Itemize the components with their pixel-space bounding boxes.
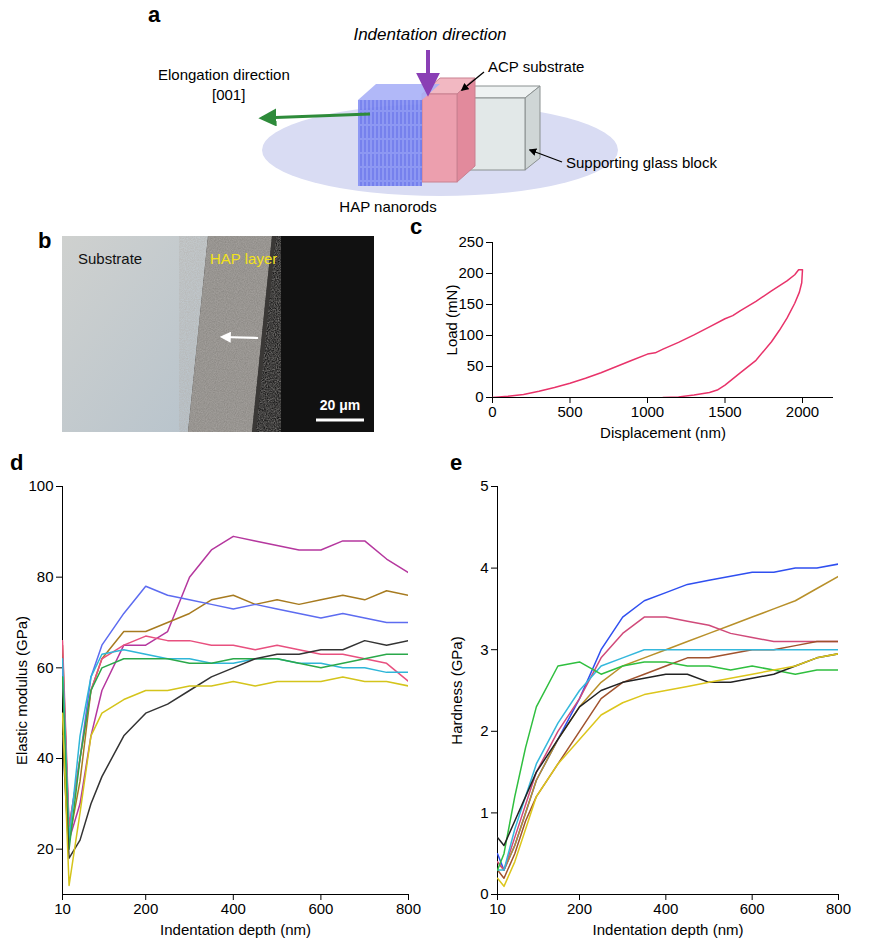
svg-text:Elastic modulus (GPa): Elastic modulus (GPa) bbox=[13, 616, 30, 765]
svg-text:200: 200 bbox=[458, 264, 483, 281]
svg-text:Hardness (GPa): Hardness (GPa) bbox=[448, 636, 465, 744]
svg-text:1000: 1000 bbox=[631, 403, 664, 420]
svg-text:200: 200 bbox=[567, 900, 592, 917]
svg-text:Supporting glass block: Supporting glass block bbox=[566, 154, 717, 171]
svg-text:20 μm: 20 μm bbox=[320, 397, 360, 413]
svg-text:4: 4 bbox=[480, 559, 488, 576]
svg-text:600: 600 bbox=[308, 900, 333, 917]
html-text:a: a bbox=[148, 2, 161, 27]
svg-text:Indentation depth (nm): Indentation depth (nm) bbox=[160, 921, 311, 938]
svg-text:Substrate: Substrate bbox=[78, 250, 142, 267]
html-text:d: d bbox=[10, 450, 24, 475]
svg-text:250: 250 bbox=[458, 233, 483, 250]
svg-text:Displacement (nm): Displacement (nm) bbox=[600, 424, 726, 441]
svg-text:2000: 2000 bbox=[786, 403, 819, 420]
svg-text:1500: 1500 bbox=[708, 403, 741, 420]
svg-text:100: 100 bbox=[458, 326, 483, 343]
svg-text:0: 0 bbox=[488, 403, 496, 420]
svg-text:50: 50 bbox=[467, 357, 484, 374]
svg-text:400: 400 bbox=[653, 900, 678, 917]
svg-text:0: 0 bbox=[475, 388, 483, 405]
svg-text:Load (mN): Load (mN) bbox=[443, 285, 460, 356]
svg-text:ACP substrate: ACP substrate bbox=[488, 58, 584, 75]
svg-text:HAP nanorods: HAP nanorods bbox=[339, 198, 436, 215]
svg-text:1: 1 bbox=[480, 804, 488, 821]
svg-text:200: 200 bbox=[133, 900, 158, 917]
svg-text:100: 100 bbox=[28, 477, 53, 494]
svg-text:3: 3 bbox=[480, 641, 488, 658]
svg-text:80: 80 bbox=[37, 568, 54, 585]
svg-text:800: 800 bbox=[826, 900, 851, 917]
svg-text:Indentation direction: Indentation direction bbox=[353, 25, 506, 44]
svg-text:20: 20 bbox=[37, 840, 54, 857]
svg-text:Elongation direction: Elongation direction bbox=[158, 66, 290, 83]
html-text:e: e bbox=[450, 450, 463, 475]
svg-text:800: 800 bbox=[396, 900, 421, 917]
svg-text:40: 40 bbox=[37, 749, 54, 766]
svg-text:10: 10 bbox=[54, 900, 71, 917]
svg-text:500: 500 bbox=[557, 403, 582, 420]
svg-text:0: 0 bbox=[480, 885, 488, 902]
svg-text:HAP layer: HAP layer bbox=[210, 250, 277, 267]
svg-text:5: 5 bbox=[480, 477, 488, 494]
svg-text:150: 150 bbox=[458, 295, 483, 312]
svg-text:Indentation depth (nm): Indentation depth (nm) bbox=[593, 921, 744, 938]
svg-text:[001]: [001] bbox=[212, 86, 245, 103]
svg-text:60: 60 bbox=[37, 659, 54, 676]
svg-text:600: 600 bbox=[740, 900, 765, 917]
svg-text:400: 400 bbox=[221, 900, 246, 917]
html-text:b: b bbox=[38, 228, 52, 253]
svg-text:2: 2 bbox=[480, 722, 488, 739]
html-text:c: c bbox=[410, 214, 423, 239]
svg-text:10: 10 bbox=[489, 900, 506, 917]
